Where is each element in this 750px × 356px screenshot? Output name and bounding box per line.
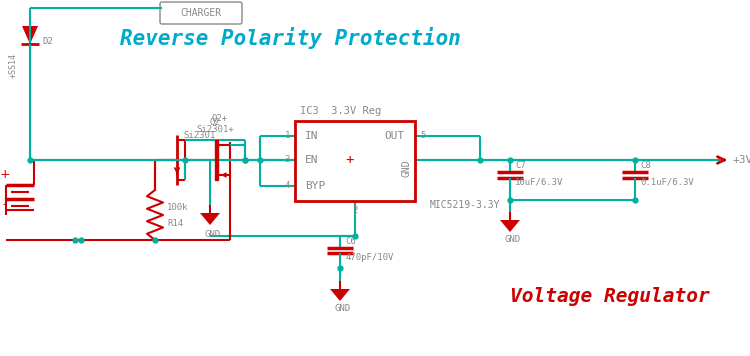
Text: 1: 1 bbox=[285, 131, 290, 141]
FancyBboxPatch shape bbox=[160, 2, 242, 24]
Text: -: - bbox=[3, 199, 8, 211]
Text: 0.1uF/6.3V: 0.1uF/6.3V bbox=[640, 178, 694, 187]
Polygon shape bbox=[200, 213, 220, 225]
Text: +: + bbox=[346, 153, 354, 167]
Text: 2: 2 bbox=[352, 206, 358, 215]
Text: OUT: OUT bbox=[385, 131, 405, 141]
Text: GND: GND bbox=[505, 235, 521, 244]
Text: IC3  3.3V Reg: IC3 3.3V Reg bbox=[300, 106, 381, 116]
Text: GND: GND bbox=[402, 160, 412, 177]
Polygon shape bbox=[330, 289, 350, 301]
Text: GND: GND bbox=[335, 304, 351, 313]
Text: Voltage Regulator: Voltage Regulator bbox=[510, 287, 710, 305]
Polygon shape bbox=[500, 220, 520, 232]
Text: 10uF/6.3V: 10uF/6.3V bbox=[515, 178, 563, 187]
Text: C6: C6 bbox=[345, 236, 355, 246]
Polygon shape bbox=[22, 26, 38, 44]
Text: Reverse Polarity Protection: Reverse Polarity Protection bbox=[119, 27, 460, 49]
Text: IN: IN bbox=[305, 131, 319, 141]
Text: 100k: 100k bbox=[167, 203, 188, 211]
Text: D2: D2 bbox=[42, 37, 52, 46]
Text: EN: EN bbox=[305, 155, 319, 165]
Bar bbox=[295, 121, 415, 201]
Text: C8: C8 bbox=[640, 161, 651, 169]
Text: +3V3: +3V3 bbox=[733, 155, 750, 165]
Text: +: + bbox=[0, 168, 10, 182]
Text: Q2+: Q2+ bbox=[212, 114, 228, 122]
Text: 470pF/10V: 470pF/10V bbox=[345, 253, 393, 262]
Text: Si2301+: Si2301+ bbox=[196, 126, 234, 135]
Text: CHARGER: CHARGER bbox=[181, 8, 221, 18]
Bar bbox=[215, 140, 218, 180]
Text: MIC5219-3.3Y: MIC5219-3.3Y bbox=[430, 200, 500, 210]
Text: BYP: BYP bbox=[305, 181, 326, 191]
Text: Q2: Q2 bbox=[209, 117, 220, 126]
Text: GND: GND bbox=[205, 230, 221, 239]
Text: R14: R14 bbox=[167, 219, 183, 227]
Text: 5: 5 bbox=[420, 131, 425, 141]
Text: C7: C7 bbox=[515, 161, 526, 169]
Text: Si2301: Si2301 bbox=[184, 131, 216, 140]
Text: 4: 4 bbox=[285, 182, 290, 190]
Text: 3: 3 bbox=[285, 156, 290, 164]
Text: +SS14: +SS14 bbox=[9, 53, 18, 79]
